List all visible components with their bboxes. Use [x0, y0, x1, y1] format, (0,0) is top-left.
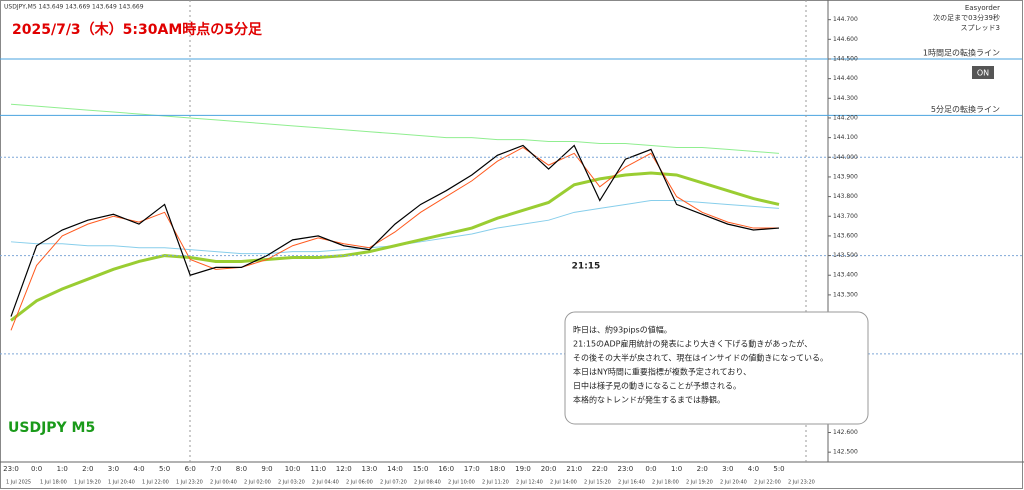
x-tick-label: 3:0 — [108, 465, 119, 473]
date-label: 1 Jul 2025 — [6, 480, 31, 486]
date-label: 2 Jul 00:40 — [210, 480, 237, 486]
x-tick-label: 7:0 — [210, 465, 221, 473]
x-tick-label: 20:0 — [541, 465, 557, 473]
y-tick-label: 144.600 — [833, 36, 858, 43]
y-tick-label: 143.900 — [833, 173, 858, 180]
x-tick-label: 4:0 — [133, 465, 144, 473]
note-line: 本日はNY時間に重要指標が複数予定されており、 — [573, 367, 751, 377]
date-label: 2 Jul 20:40 — [720, 480, 747, 486]
x-tick-label: 5:0 — [159, 465, 170, 473]
date-label: 2 Jul 08:40 — [414, 480, 441, 486]
y-tick-label: 144.100 — [833, 134, 858, 141]
y-tick-label: 143.600 — [833, 232, 858, 239]
x-tick-label: 21:0 — [566, 465, 582, 473]
date-label: 2 Jul 11:20 — [482, 480, 509, 486]
y-tick-label: 144.700 — [833, 16, 858, 23]
x-tick-label: 23:0 — [618, 465, 634, 473]
x-tick-label: 10:0 — [285, 465, 301, 473]
x-tick-label: 1:0 — [671, 465, 682, 473]
on-button[interactable] — [972, 66, 994, 79]
top-right: 次の足まで03分39秒 — [933, 13, 1000, 22]
x-tick-label: 22:0 — [592, 465, 608, 473]
level-label: 5分足の転換ライン — [931, 104, 1000, 114]
x-tick-label: 0:0 — [645, 465, 656, 473]
y-tick-label: 143.700 — [833, 213, 858, 220]
x-tick-label: 23:0 — [3, 465, 19, 473]
x-tick-label: 0:0 — [31, 465, 42, 473]
y-tick-label: 142.600 — [833, 429, 858, 436]
date-label: 2 Jul 02:00 — [244, 480, 271, 486]
date-label: 2 Jul 15:20 — [584, 480, 611, 486]
date-label: 2 Jul 04:40 — [312, 480, 339, 486]
x-tick-label: 18:0 — [490, 465, 506, 473]
y-tick-label: 144.200 — [833, 114, 858, 121]
symbol-label: USDJPY M5 — [8, 420, 95, 436]
date-label: 2 Jul 16:40 — [618, 480, 645, 486]
date-label: 2 Jul 07:20 — [380, 480, 407, 486]
x-tick-label: 2:0 — [82, 465, 93, 473]
date-label: 1 Jul 23:20 — [176, 480, 203, 486]
x-tick-label: 4:0 — [748, 465, 759, 473]
note-line: 本格的なトレンドが発生するまでは静観。 — [573, 395, 725, 405]
price-line — [10, 171, 780, 322]
x-tick-label: 12:0 — [336, 465, 352, 473]
event-label: 21:15 — [572, 262, 601, 272]
x-tick-label: 11:0 — [310, 465, 326, 473]
note-line: その後その大半が戻されて、現在はインサイドの値動きになっている。 — [573, 353, 828, 363]
date-label: 2 Jul 19:20 — [686, 480, 713, 486]
date-label: 2 Jul 23:20 — [788, 480, 815, 486]
y-tick-label: 144.000 — [833, 154, 858, 161]
date-label: 1 Jul 18:00 — [40, 480, 67, 486]
x-tick-label: 3:0 — [722, 465, 733, 473]
date-label: 2 Jul 03:20 — [278, 480, 305, 486]
date-label: 2 Jul 18:00 — [652, 480, 679, 486]
price-line — [10, 146, 779, 331]
x-tick-label: 2:0 — [697, 465, 708, 473]
price-line — [10, 103, 780, 154]
top-right: スプレッド3 — [961, 24, 1000, 32]
x-tick-label: 5:0 — [773, 465, 784, 473]
x-tick-label: 14:0 — [387, 465, 403, 473]
x-tick-label: 13:0 — [362, 465, 378, 473]
chart-title: 2025/7/3（木）5:30AM時点の5分足 — [12, 21, 263, 38]
date-label: 2 Jul 06:00 — [346, 480, 373, 486]
level-label: 1時間足の転換ライン — [923, 47, 1000, 57]
note-line: 21:15のADP雇用統計の発表により大きく下げる動きがあったが、 — [573, 339, 812, 349]
date-label: 2 Jul 10:00 — [448, 480, 475, 486]
y-tick-label: 144.300 — [833, 95, 858, 102]
x-tick-label: 1:0 — [57, 465, 68, 473]
y-tick-label: 143.800 — [833, 193, 858, 200]
date-label: 1 Jul 20:40 — [108, 480, 135, 486]
y-tick-label: 143.500 — [833, 252, 858, 259]
note-line: 日中は様子見の動きになることが予想される。 — [573, 381, 741, 391]
top-right: Easyorder — [965, 4, 1000, 12]
x-tick-label: 16:0 — [438, 465, 454, 473]
x-tick-label: 15:0 — [413, 465, 429, 473]
date-label: 2 Jul 22:00 — [754, 480, 781, 486]
price-line — [10, 144, 780, 317]
on-button-label[interactable]: ON — [977, 69, 989, 78]
date-label: 1 Jul 19:20 — [74, 480, 101, 486]
y-tick-label: 144.400 — [833, 75, 858, 82]
y-tick-label: 143.400 — [833, 272, 858, 279]
x-tick-label: 17:0 — [464, 465, 480, 473]
date-label: 2 Jul 12:40 — [516, 480, 543, 486]
header-info: USDJPY,M5 143.649 143.669 143.649 143.66… — [4, 4, 144, 11]
date-label: 2 Jul 14:00 — [550, 480, 577, 486]
y-tick-label: 143.300 — [833, 291, 858, 298]
note-line: 昨日は、約93pipsの値幅。 — [573, 325, 672, 335]
date-label: 1 Jul 22:00 — [142, 480, 169, 486]
y-tick-label: 144.500 — [833, 55, 858, 62]
x-tick-label: 6:0 — [185, 465, 196, 473]
x-tick-label: 9:0 — [261, 465, 272, 473]
y-tick-label: 142.500 — [833, 449, 858, 456]
note-box — [564, 311, 869, 425]
x-tick-label: 8:0 — [236, 465, 247, 473]
x-tick-label: 19:0 — [515, 465, 531, 473]
